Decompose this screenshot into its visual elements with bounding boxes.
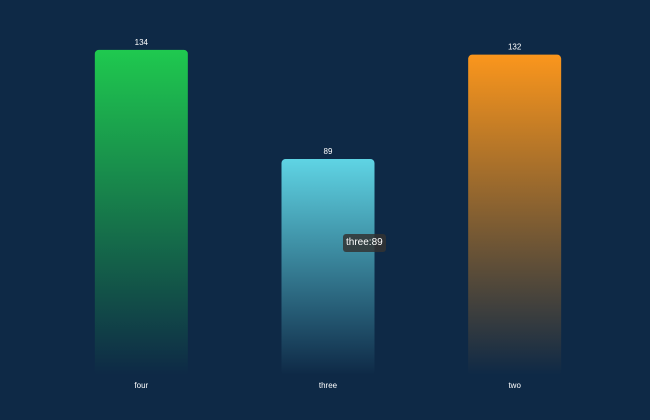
value-label-three: 89 xyxy=(324,147,333,156)
bars-layer xyxy=(94,49,562,376)
value-label-two: 132 xyxy=(508,43,522,52)
bar-two[interactable] xyxy=(468,54,562,376)
category-label-four: four xyxy=(134,381,148,390)
category-labels-layer: four three two xyxy=(134,381,521,390)
category-label-two: two xyxy=(508,381,521,390)
bar-three[interactable] xyxy=(281,159,375,375)
chart-tooltip: three:89 xyxy=(343,234,386,252)
value-label-four: 134 xyxy=(135,38,149,47)
value-labels-layer: 134 89 132 xyxy=(135,38,522,156)
category-label-three: three xyxy=(319,381,338,390)
bar-four[interactable] xyxy=(94,49,188,376)
